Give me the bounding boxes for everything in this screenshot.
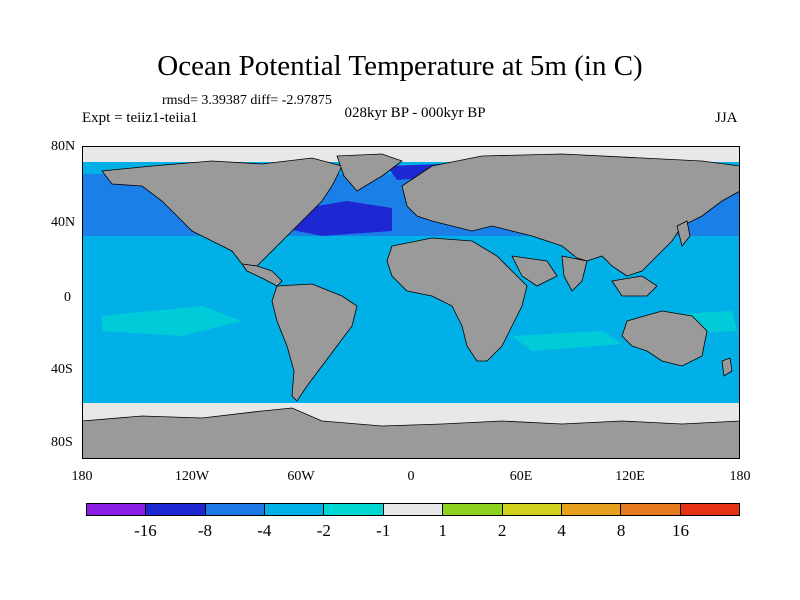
south-america [271,283,358,402]
japan [676,220,691,247]
lon-tick-180w: 180 [71,469,93,484]
central-america [241,263,283,287]
lat-tick-40s: 40S [51,362,73,377]
arabia [511,255,558,287]
experiment-label: Expt = teiiz1-teiia1 [82,110,198,126]
colorbar-label: -2 [316,521,331,540]
pacific-patch [102,306,242,336]
lon-tick-60w: 60W [287,469,315,484]
lon-tick-120w: 120W [174,469,210,484]
colorbar-label: 4 [557,521,566,540]
colorbar-swatch [383,504,444,515]
lat-tick-0: 0 [64,290,71,305]
season-label: JJA [715,110,738,126]
greenland [336,153,403,192]
colorbar-label: 2 [497,521,507,540]
plot-title: Ocean Potential Temperature at 5m (in C) [157,50,643,82]
new-zealand [721,357,733,377]
colorbar-label: 8 [616,521,626,540]
colorbar-label: -4 [257,521,272,540]
anomaly-map [82,146,740,459]
colorbar-label: -16 [134,521,157,540]
colorbar-swatch [680,504,739,515]
period-label: 028kyr BP - 000kyr BP [344,105,486,121]
colorbar-swatch [621,504,681,515]
lon-tick-60e: 60E [509,469,533,484]
lat-tick-80n: 80N [51,139,76,154]
colorbar-swatch [561,504,622,515]
colorbar [86,503,740,516]
india [561,255,588,292]
map-panel [82,146,740,459]
colorbar-swatch [205,504,266,515]
australia [621,310,708,367]
stats-text: rmsd= 3.39387 diff= -2.97875 [162,93,332,108]
lon-tick-0: 0 [407,469,415,484]
colorbar-label: -8 [197,521,212,540]
africa [386,237,528,362]
colorbar-swatch [265,504,325,515]
eurasia [401,153,740,277]
continents [82,153,740,459]
maritime-continent [611,275,658,297]
north-america [101,157,343,267]
colorbar-swatch [502,504,562,515]
colorbar-label: -1 [376,521,391,540]
colorbar-label: 1 [438,521,447,540]
lat-tick-80s: 80S [51,435,73,450]
indian-patch [512,331,622,351]
lon-tick-120e: 120E [615,469,645,484]
colorbar-swatch [443,504,503,515]
colorbar-swatch [324,504,384,515]
colorbar-swatch [87,504,147,515]
colorbar-label: 16 [672,521,690,540]
colorbar-swatch [146,504,206,515]
antarctica [82,407,740,459]
lat-tick-40n: 40N [51,215,76,230]
map-frame [82,146,740,459]
lon-tick-180e: 180 [729,469,751,484]
